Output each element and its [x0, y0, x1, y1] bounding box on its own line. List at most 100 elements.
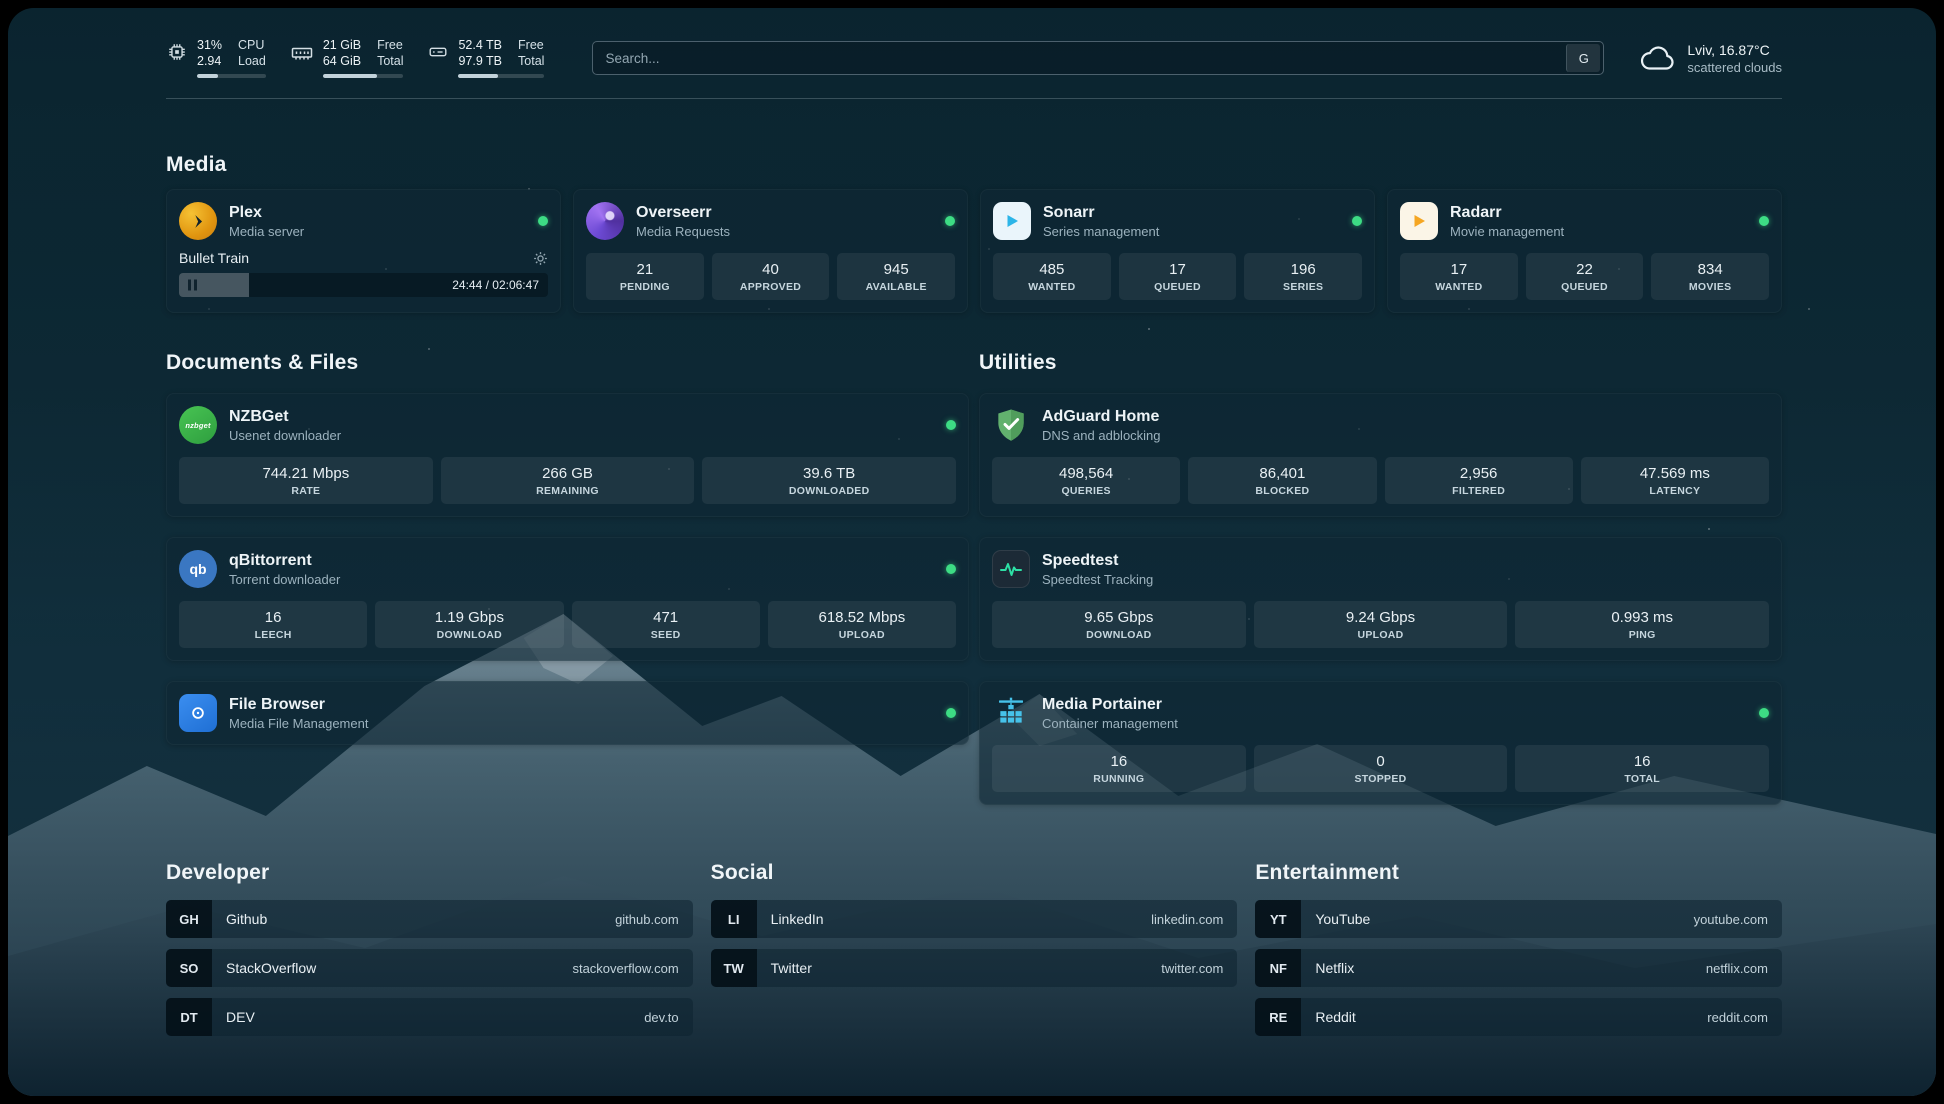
- stat-value: 39.6 TB: [803, 465, 856, 482]
- bookmark-linkedin[interactable]: LI LinkedIn linkedin.com: [710, 900, 1238, 938]
- stat-series: 196 SERIES: [1244, 253, 1363, 300]
- cpu-progress-track: [197, 74, 266, 78]
- bookmark-github[interactable]: GH Github github.com: [166, 900, 693, 938]
- radarr-icon: [1400, 202, 1438, 240]
- stat-download: 1.19 Gbps DOWNLOAD: [375, 601, 564, 648]
- stat-label: BLOCKED: [1255, 485, 1310, 497]
- section-title-media: Media: [166, 153, 227, 176]
- bookmark-abbr: YT: [1255, 900, 1302, 938]
- bookmark-abbr: SO: [166, 949, 212, 987]
- section-utilities: Utilities AdGuard Home DNS and adblockin…: [979, 351, 1782, 805]
- section-title-documents: Documents & Files: [166, 351, 359, 374]
- bookmark-stackoverflow[interactable]: SO StackOverflow stackoverflow.com: [166, 949, 693, 987]
- service-card-adguard[interactable]: AdGuard Home DNS and adblocking 498,564 …: [979, 393, 1782, 517]
- topbar: 31% CPU 2.94 Load 21 GiB: [166, 38, 1782, 78]
- gear-icon[interactable]: [533, 251, 548, 266]
- stat-value: 498,564: [1059, 465, 1114, 482]
- stat-value: 9.24 Gbps: [1345, 609, 1416, 626]
- bookmark-reddit[interactable]: RE Reddit reddit.com: [1255, 998, 1782, 1036]
- stats-row: 16 LEECH 1.19 Gbps DOWNLOAD 471 SEED: [179, 601, 956, 648]
- stat-label: DOWNLOAD: [436, 629, 503, 641]
- service-name: Sonarr: [1043, 204, 1095, 221]
- bookmark-name: Twitter: [770, 960, 812, 976]
- disk-free-value: 52.4 TB: [458, 38, 503, 52]
- stat-label: APPROVED: [739, 281, 802, 293]
- service-text: File Browser Media File Management: [229, 695, 368, 731]
- now-playing-title: Bullet Train: [179, 250, 250, 266]
- stat-label: STOPPED: [1354, 773, 1407, 785]
- service-text: AdGuard Home DNS and adblocking: [1042, 407, 1161, 443]
- card-header: Radarr Movie management: [1400, 202, 1769, 240]
- service-card-nzbget[interactable]: nzbget NZBGet Usenet downloader 744.21 M…: [166, 393, 969, 517]
- status-dot: [945, 216, 955, 226]
- stat-value: 945: [883, 261, 909, 278]
- stat-value: 16: [1110, 753, 1128, 770]
- stat-value: 0.993 ms: [1611, 609, 1674, 626]
- stat-value: 2,956: [1459, 465, 1498, 482]
- service-card-overseerr[interactable]: Overseerr Media Requests 21 PENDING: [573, 189, 968, 313]
- service-card-radarr[interactable]: Radarr Movie management 17 WANTED 2: [1387, 189, 1782, 313]
- status-dot: [1759, 216, 1769, 226]
- ram-icon: [290, 41, 314, 70]
- card-header: Plex Media server: [179, 202, 548, 240]
- stat-leech: 16 LEECH: [179, 601, 368, 648]
- bookmark-twitter[interactable]: TW Twitter twitter.com: [710, 949, 1238, 987]
- service-text: Sonarr Series management: [1043, 203, 1159, 239]
- disk-progress-track: [458, 74, 545, 78]
- status-dot: [538, 216, 548, 226]
- service-card-sonarr[interactable]: Sonarr Series management 485 WANTED: [980, 189, 1375, 313]
- service-name: File Browser: [229, 696, 326, 713]
- bookmark-url: stackoverflow.com: [572, 960, 679, 976]
- search-input[interactable]: [593, 50, 1567, 66]
- bookmark-name: YouTube: [1315, 911, 1371, 927]
- bookmark-youtube[interactable]: YT YouTube youtube.com: [1255, 900, 1782, 938]
- service-card-speedtest[interactable]: Speedtest Speedtest Tracking 9.65 Gbps D…: [979, 537, 1782, 661]
- cpu-load-label: Load: [238, 54, 266, 68]
- service-name: Media Portainer: [1042, 696, 1163, 713]
- stat-label: UPLOAD: [1357, 629, 1404, 641]
- stat-value: 17: [1169, 261, 1186, 278]
- cpu-readout: 31% CPU 2.94 Load: [197, 38, 266, 78]
- playback-progress-bar[interactable]: 24:44 / 02:06:47: [179, 273, 548, 297]
- ram-total-value: 64 GiB: [322, 54, 362, 68]
- cpu-progress-fill: [197, 74, 219, 78]
- two-column-section: Documents & Files nzbget NZBGet Usenet d…: [166, 351, 1782, 805]
- bookmark-dev[interactable]: DT DEV dev.to: [166, 998, 693, 1036]
- service-desc: Speedtest Tracking: [1042, 572, 1154, 587]
- section-title-social: Social: [710, 861, 774, 884]
- nzbget-icon: nzbget: [179, 406, 217, 444]
- service-card-qbittorrent[interactable]: qb qBittorrent Torrent downloader 16 LEE…: [166, 537, 969, 661]
- service-card-portainer[interactable]: Media Portainer Container management 16 …: [979, 681, 1782, 805]
- section-title-utilities: Utilities: [979, 351, 1057, 374]
- bookmark-name: DEV: [226, 1009, 255, 1025]
- card-header: nzbget NZBGet Usenet downloader: [179, 406, 956, 444]
- plex-icon: [179, 202, 217, 240]
- stat-seed: 471 SEED: [571, 601, 760, 648]
- pause-icon[interactable]: [188, 279, 197, 291]
- service-card-filebrowser[interactable]: File Browser Media File Management: [166, 681, 969, 745]
- stat-downloaded: 39.6 TB DOWNLOADED: [702, 457, 957, 504]
- weather-text: Lviv, 16.87°C scattered clouds: [1687, 42, 1782, 75]
- bookmark-netflix[interactable]: NF Netflix netflix.com: [1255, 949, 1782, 987]
- stat-value: 471: [653, 609, 679, 626]
- cpu-widget: 31% CPU 2.94 Load: [166, 38, 266, 78]
- stats-row: 17 WANTED 22 QUEUED 834 MOVIES: [1400, 253, 1770, 300]
- stat-movies: 834 MOVIES: [1651, 253, 1770, 300]
- search-engine-button[interactable]: G: [1566, 44, 1601, 72]
- stat-label: QUEUED: [1561, 281, 1608, 293]
- stat-download: 9.65 Gbps DOWNLOAD: [992, 601, 1246, 648]
- stat-value: 196: [1290, 261, 1316, 278]
- bookmark-name: Netflix: [1315, 960, 1355, 976]
- service-text: Media Portainer Container management: [1042, 695, 1178, 731]
- ram-total-label: Total: [377, 54, 404, 68]
- stat-value: 1.19 Gbps: [434, 609, 504, 626]
- service-card-plex[interactable]: Plex Media server Bullet Train: [166, 189, 561, 313]
- now-playing-header: Bullet Train: [179, 250, 548, 266]
- stat-queued: 22 QUEUED: [1525, 253, 1644, 300]
- ram-free-value: 21 GiB: [322, 38, 362, 52]
- stat-label: DOWNLOADED: [788, 485, 870, 497]
- section-documents: Documents & Files nzbget NZBGet Usenet d…: [166, 351, 969, 805]
- stat-label: PING: [1628, 629, 1656, 641]
- bookmark-name: Github: [226, 911, 268, 927]
- stat-wanted: 485 WANTED: [993, 253, 1111, 300]
